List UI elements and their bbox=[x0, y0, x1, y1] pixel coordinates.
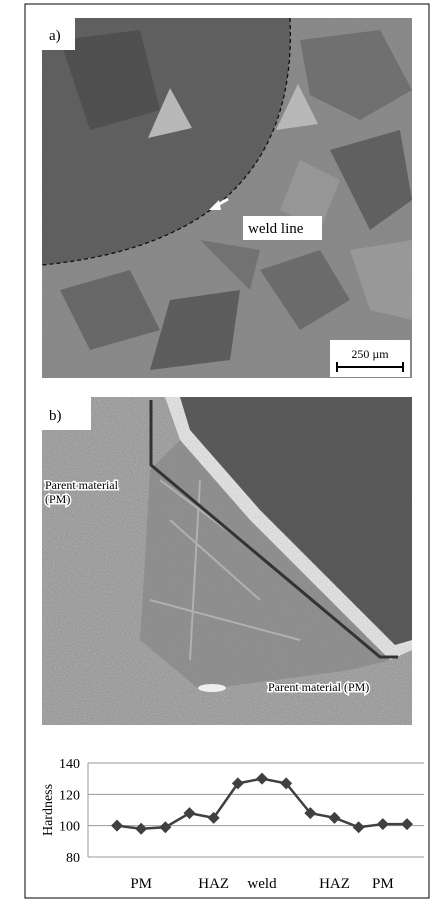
y-tick-label: 100 bbox=[59, 820, 80, 835]
label-box bbox=[42, 18, 75, 50]
annotation-halo: Parent material (PM) bbox=[268, 680, 369, 694]
arrow-head bbox=[209, 200, 221, 210]
data-point bbox=[328, 811, 341, 824]
y-tick-label: 140 bbox=[59, 757, 80, 772]
traverse-line bbox=[149, 400, 398, 659]
data-point bbox=[207, 811, 220, 824]
scale-bar-label: 250 µm bbox=[351, 347, 389, 361]
data-point bbox=[304, 807, 317, 820]
panel-label: b) bbox=[49, 408, 62, 424]
annotation-box bbox=[243, 216, 322, 240]
label-box bbox=[42, 397, 91, 430]
frame bbox=[24, 3, 430, 899]
data-point bbox=[231, 777, 244, 790]
x-tick-label: HAZ bbox=[319, 876, 350, 892]
data-point bbox=[111, 819, 123, 832]
panel-label: a) bbox=[49, 28, 61, 44]
annotation: weld line bbox=[248, 221, 304, 237]
data-point bbox=[159, 821, 172, 834]
annotation: (PM) bbox=[45, 492, 70, 506]
scale-bar bbox=[336, 362, 404, 372]
data-point bbox=[135, 822, 148, 835]
x-tick-label: PM bbox=[372, 876, 394, 892]
annotation-halo: (PM) bbox=[45, 492, 70, 506]
data-point bbox=[183, 807, 196, 820]
data-point bbox=[352, 821, 365, 834]
data-line bbox=[116, 777, 407, 831]
micrograph-b bbox=[42, 397, 412, 725]
data-point bbox=[376, 818, 389, 831]
y-axis-label: Hardness bbox=[41, 784, 56, 836]
data-point bbox=[256, 772, 268, 785]
y-tick-label: 120 bbox=[59, 788, 80, 803]
scale-bar-box bbox=[330, 340, 410, 377]
data-point bbox=[401, 818, 413, 831]
annotation: Parent material (PM) bbox=[268, 680, 369, 694]
y-tick-label: 80 bbox=[66, 851, 80, 866]
x-tick-label: weld bbox=[247, 876, 277, 892]
data-point bbox=[280, 777, 293, 790]
x-tick-label: PM bbox=[130, 876, 152, 892]
annotation: Parent material bbox=[45, 478, 119, 492]
x-tick-label: HAZ bbox=[198, 876, 229, 892]
annotation-halo: Parent material bbox=[45, 478, 119, 492]
